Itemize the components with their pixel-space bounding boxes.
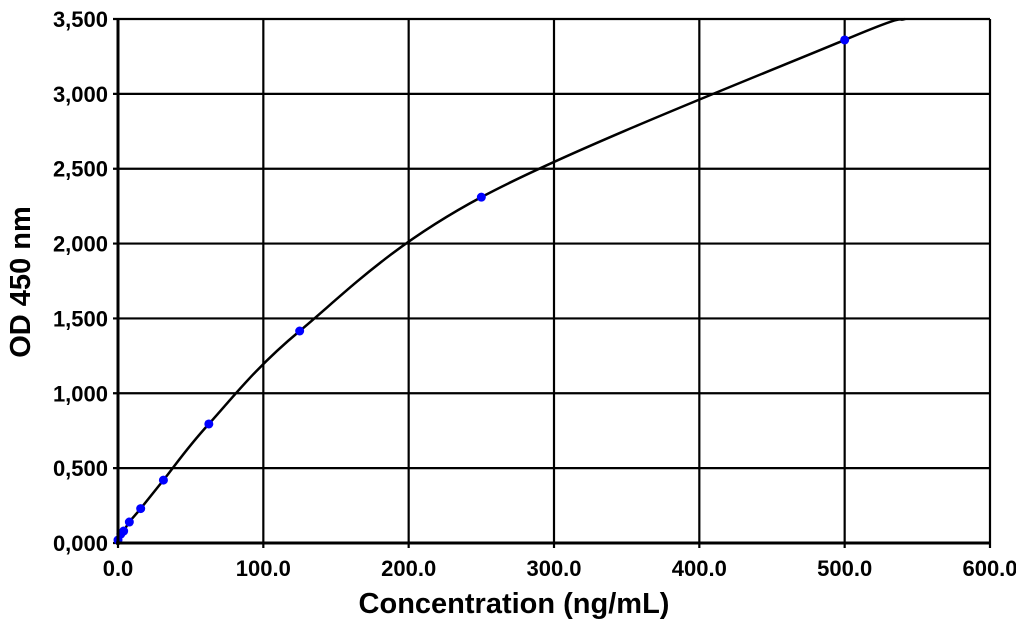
grid-lines <box>113 17 992 548</box>
y-axis-label: OD 450 nm <box>5 206 37 358</box>
x-tick-label: 600.0 <box>962 556 1016 581</box>
data-point <box>204 419 214 429</box>
x-tick-label: 0.0 <box>103 556 134 581</box>
x-tick-label: 400.0 <box>672 556 727 581</box>
y-tick-label: 3,000 <box>53 82 108 107</box>
data-point <box>124 517 134 527</box>
data-point <box>136 504 146 514</box>
x-tick-label: 300.0 <box>526 556 581 581</box>
y-tick-label: 2,000 <box>53 232 108 257</box>
x-axis-label: Concentration (ng/mL) <box>359 588 670 620</box>
y-tick-label: 1,500 <box>53 306 108 331</box>
data-point <box>119 526 129 536</box>
y-axis-ticks: 0,000 0,500 1,000 1,500 2,000 2,500 3,000 3,500 <box>53 7 108 556</box>
fit-curve <box>116 17 906 541</box>
x-tick-label: 100.0 <box>236 556 291 581</box>
data-point <box>295 326 305 336</box>
y-tick-label: 1,000 <box>53 381 108 406</box>
y-tick-label: 0,500 <box>53 456 108 481</box>
data-point <box>840 35 850 45</box>
x-tick-label: 500.0 <box>817 556 872 581</box>
y-tick-label: 0,000 <box>53 531 108 556</box>
x-tick-label: 200.0 <box>381 556 436 581</box>
y-tick-label: 3,500 <box>53 7 108 32</box>
data-point <box>158 475 168 485</box>
x-axis-ticks: 0.0 100.0 200.0 300.0 400.0 500.0 600.0 <box>103 556 1016 581</box>
data-point <box>476 192 486 202</box>
y-tick-label: 2,500 <box>53 157 108 182</box>
